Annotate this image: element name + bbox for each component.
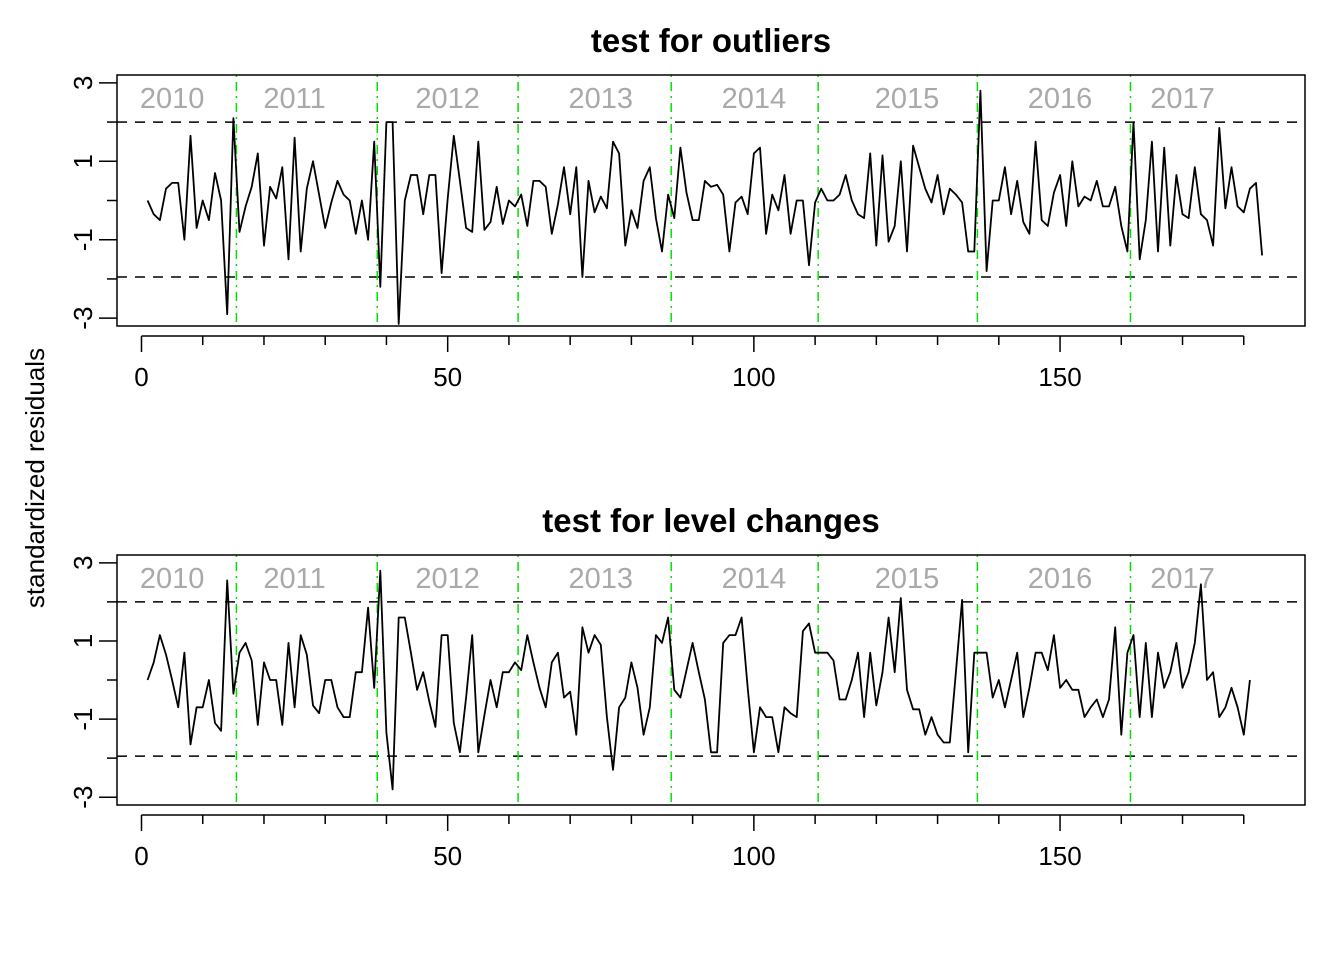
panel-level-changes: test for level changes 2010 2011 2012 2013 20… xyxy=(68,502,1306,871)
year-label: 2010 xyxy=(140,83,205,115)
year-label: 2016 xyxy=(1028,563,1093,595)
year-label: 2013 xyxy=(569,563,634,595)
year-label: 2014 xyxy=(722,563,787,595)
y-tick-label: 1 xyxy=(68,634,98,648)
x-tick-label: 150 xyxy=(1038,362,1081,392)
y-tick-label: -3 xyxy=(68,307,98,330)
y-tick-label: 3 xyxy=(68,76,98,90)
x-tick-label: 50 xyxy=(433,841,462,871)
x-tick-label: 150 xyxy=(1038,841,1081,871)
year-label: 2010 xyxy=(140,563,205,595)
year-label: 2015 xyxy=(875,83,940,115)
y-axis-label: standardized residuals xyxy=(20,348,50,608)
chart-title: test for outliers xyxy=(591,22,831,59)
year-label: 2013 xyxy=(569,83,634,115)
x-tick-label: 0 xyxy=(134,841,148,871)
year-label: 2014 xyxy=(722,83,787,115)
y-tick-label: 3 xyxy=(68,556,98,570)
year-label: 2012 xyxy=(415,83,480,115)
residual-series-line xyxy=(146,89,1263,325)
residual-series-line xyxy=(146,569,1251,791)
x-tick-label: 0 xyxy=(134,362,148,392)
y-tick-label: 1 xyxy=(68,154,98,168)
y-tick-label: -3 xyxy=(68,786,98,809)
x-tick-label: 50 xyxy=(433,362,462,392)
year-label: 2011 xyxy=(263,83,325,115)
year-label: 2017 xyxy=(1150,83,1215,115)
year-label: 2015 xyxy=(875,563,940,595)
x-tick-label: 100 xyxy=(732,841,775,871)
y-tick-label: -1 xyxy=(68,228,98,251)
y-tick-label: -1 xyxy=(68,708,98,731)
year-label: 2016 xyxy=(1028,83,1093,115)
year-label: 2017 xyxy=(1150,563,1215,595)
panel-outliers: test for outliers 2010 2011 2012 2013 2014 201… xyxy=(68,22,1306,392)
year-label: 2011 xyxy=(263,563,325,595)
year-label: 2012 xyxy=(415,563,480,595)
chart-title: test for level changes xyxy=(542,502,879,539)
x-tick-label: 100 xyxy=(732,362,775,392)
